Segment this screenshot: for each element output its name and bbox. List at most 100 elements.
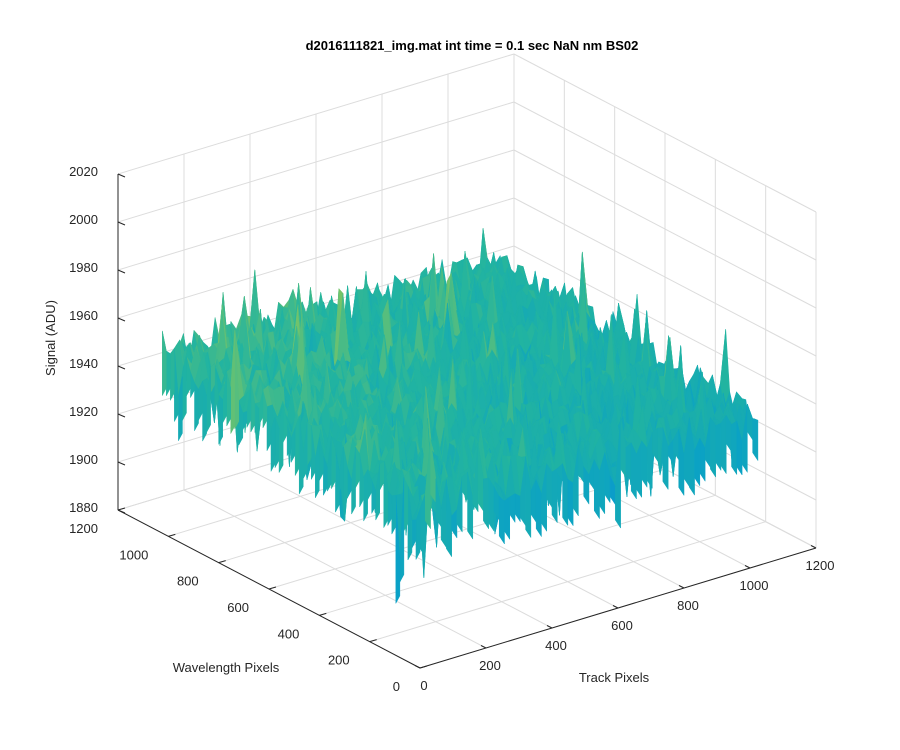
x-tick-label: 800 [677, 598, 699, 613]
y-tick [268, 586, 277, 590]
surface-edge [689, 417, 695, 496]
z-tick-label: 1940 [69, 356, 98, 371]
surface-edge [514, 493, 521, 523]
surface-edge [351, 447, 356, 515]
surface-edge [355, 446, 360, 488]
grid-line [117, 53, 515, 175]
surface-edge [395, 495, 401, 604]
surface-edge [270, 417, 276, 472]
surface-edge [546, 463, 553, 509]
grid-line [369, 521, 766, 643]
surface-edge [641, 440, 648, 489]
z-tick [117, 173, 126, 178]
surface-edge [162, 331, 167, 396]
surface-edge [446, 479, 452, 558]
y-tick [117, 507, 126, 511]
surface-edge [278, 403, 284, 473]
x-tick-label: 200 [479, 658, 501, 673]
surface-edge [170, 347, 175, 401]
surface-edge [307, 421, 312, 466]
z-tick-label: 2000 [69, 212, 98, 227]
surface-edge [262, 390, 268, 428]
y-tick [218, 560, 226, 564]
surface-edge [178, 376, 183, 441]
x-axis-label: Track Pixels [579, 670, 650, 685]
z-tick-label: 1880 [69, 500, 98, 515]
surface-edge [567, 478, 574, 527]
x-tick-label: 0 [420, 678, 427, 693]
surface-edge [472, 443, 479, 513]
surface-edge [290, 427, 296, 463]
surface-edge [226, 371, 231, 427]
surface-edge [311, 425, 316, 480]
z-tick-label: 2020 [69, 164, 98, 179]
surface-edge [747, 404, 753, 441]
surface-edge [363, 469, 368, 522]
surface-edge [190, 371, 195, 398]
tick-labels: 0 200 400 600 800 1000 1200 0 200 400 600 800 1000 12… [69, 164, 834, 694]
y-tick-label: 1200 [69, 521, 98, 536]
x-tick-label: 600 [611, 618, 633, 633]
z-tick [117, 413, 126, 418]
z-tick-label: 1900 [69, 452, 98, 467]
surface [162, 228, 759, 604]
surface-edge [504, 496, 511, 541]
surface-edge [620, 417, 627, 479]
surface-edge [678, 429, 685, 497]
surface-edge [583, 465, 590, 505]
surface-edge [327, 436, 332, 492]
surface-edge [166, 350, 171, 396]
grid-line [117, 197, 515, 319]
surface-edge [174, 348, 179, 422]
surface-edge [415, 508, 421, 560]
grid-line [513, 149, 817, 309]
surface-edge [391, 495, 397, 535]
surface-edge [636, 440, 643, 499]
z-tick-label: 1980 [69, 260, 98, 275]
surface-edge [238, 400, 244, 446]
surface-edge [246, 382, 252, 428]
x-tick [810, 545, 817, 549]
grid-line [117, 101, 515, 223]
surface-edge [425, 438, 431, 530]
z-tick-label: 1960 [69, 308, 98, 323]
surface-edge [387, 490, 393, 526]
surface-edge [694, 438, 701, 487]
y-tick-label: 600 [227, 600, 249, 615]
surface-edge [383, 461, 389, 528]
surface-edge [286, 424, 292, 456]
x-tick [414, 665, 421, 669]
z-tick [117, 461, 126, 466]
z-tick [117, 221, 126, 226]
surface-edge [593, 459, 600, 520]
surface-edge [615, 417, 621, 529]
y-tick [369, 639, 377, 643]
surface-edge [461, 471, 468, 501]
surface-edge [662, 427, 669, 491]
surface-edge [551, 467, 558, 524]
surface-edge [379, 461, 385, 491]
grid-line [513, 197, 817, 357]
surface-edge [509, 493, 516, 524]
surface-edge [736, 420, 743, 476]
x-tick [546, 625, 553, 629]
surface-edge [230, 330, 236, 434]
surface-edge [214, 363, 219, 408]
grid-line [117, 149, 515, 271]
surface-edge [488, 477, 495, 532]
y-tick [419, 665, 428, 669]
y-tick-label: 400 [278, 626, 300, 641]
z-tick-label: 1920 [69, 404, 98, 419]
surface-edge [411, 519, 417, 549]
surface-edge [343, 446, 348, 506]
surface-edge [403, 477, 409, 531]
y-tick-label: 0 [393, 679, 400, 694]
surface-edge [266, 406, 272, 451]
surface-edge [710, 416, 716, 478]
surface-edge [467, 472, 474, 540]
x-tick [744, 565, 751, 569]
surface-edge [298, 416, 304, 495]
grid-line [319, 494, 716, 616]
